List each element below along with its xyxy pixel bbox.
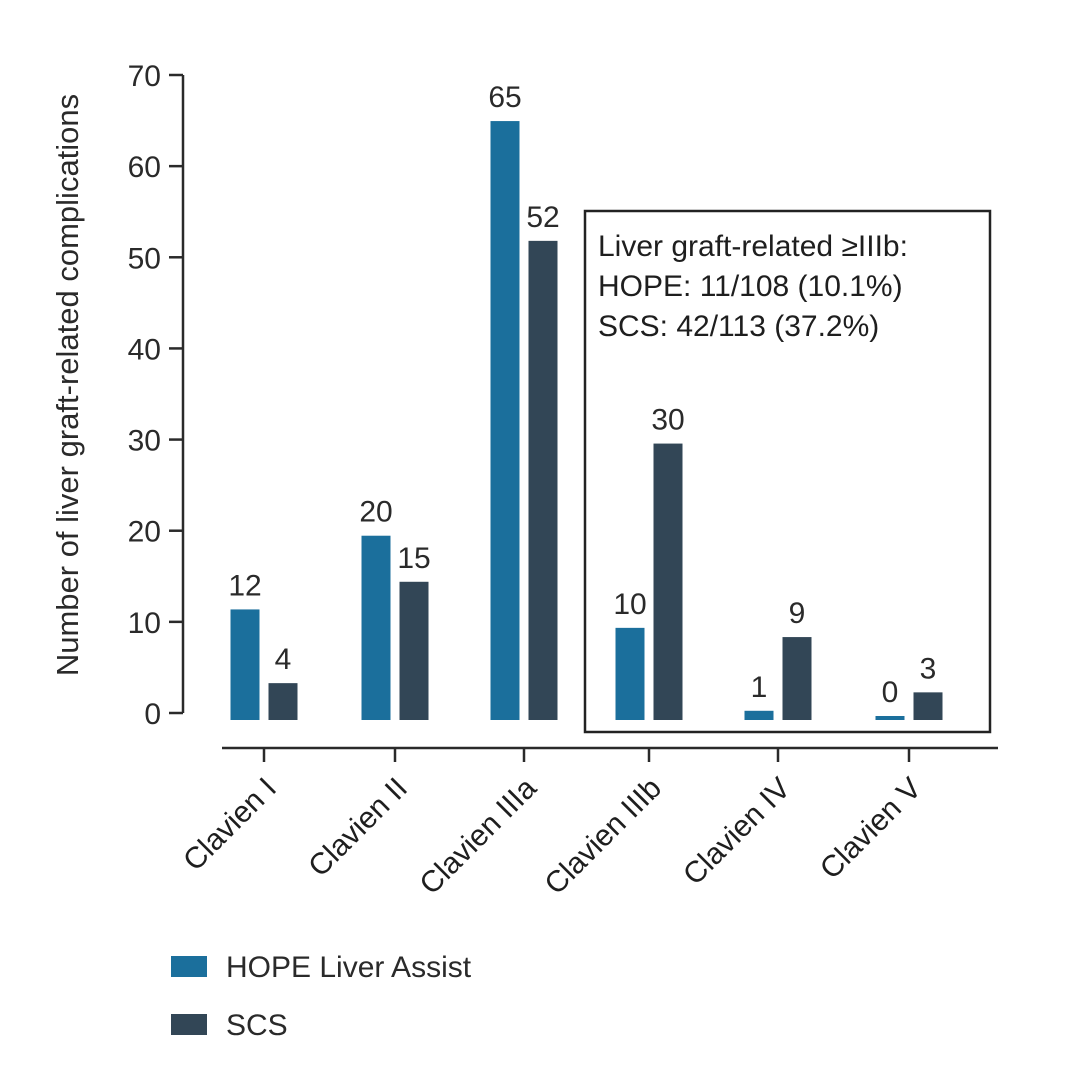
- bar-scs: [528, 240, 558, 720]
- bar-value-label: 65: [488, 81, 521, 114]
- annotation-line: SCS: 42/113 (37.2%): [598, 310, 879, 343]
- bar-hope: [361, 535, 391, 720]
- bar-scs: [268, 683, 298, 720]
- legend: HOPE Liver Assist SCS: [171, 951, 472, 1042]
- x-category-label: Clavien IV: [677, 772, 797, 892]
- x-category-label: Clavien V: [814, 772, 928, 886]
- y-tick-label: 40: [128, 333, 161, 366]
- legend-label: HOPE Liver Assist: [226, 951, 472, 984]
- y-axis-title: Number of liver graft-related complicati…: [50, 94, 85, 676]
- y-tick-label: 20: [128, 516, 161, 549]
- bar-scs: [653, 443, 683, 720]
- annotation-frame: [583, 209, 992, 734]
- bar-value-label: 15: [397, 542, 430, 575]
- bar-scs: [782, 637, 812, 720]
- y-tick-label: 60: [128, 151, 161, 184]
- x-category-label: Clavien IIIb: [538, 772, 667, 901]
- y-tick-label: 30: [128, 425, 161, 458]
- bar-hope: [490, 121, 520, 721]
- bar-value-label: 52: [526, 201, 559, 234]
- bar-value-label: 20: [359, 496, 392, 529]
- legend-label: SCS: [226, 1009, 288, 1042]
- legend-swatch-scs: [171, 1014, 207, 1035]
- y-tick-label: 0: [144, 698, 161, 731]
- bar-value-label: 10: [613, 588, 646, 621]
- bar-hope: [744, 710, 774, 720]
- y-tick-label: 70: [128, 60, 161, 93]
- bar-scs: [913, 692, 943, 720]
- bar-value-label: 30: [651, 404, 684, 437]
- x-category-label: Clavien I: [177, 772, 283, 878]
- bar-scs: [399, 581, 429, 720]
- bar-value-label: 4: [275, 643, 292, 676]
- bar-value-label: 1: [751, 671, 768, 704]
- y-tick-label: 50: [128, 242, 161, 275]
- bar-value-label: 9: [789, 597, 806, 630]
- bar-value-label: 12: [228, 569, 261, 602]
- annotation-line: Liver graft-related ≥IIIb:: [598, 230, 908, 263]
- annotation-line: HOPE: 11/108 (10.1%): [598, 270, 903, 303]
- bar-hope: [230, 609, 260, 720]
- bar-value-label: 3: [920, 652, 937, 685]
- x-category-label: Clavien II: [302, 772, 414, 884]
- bar-value-label: 0: [882, 676, 899, 709]
- x-category-label: Clavien IIIa: [413, 771, 543, 901]
- y-axis: 0 10 20 30 40 50 60 70 Number of liver graft-rel…: [50, 60, 185, 731]
- y-tick-label: 10: [128, 607, 161, 640]
- bar-hope: [875, 716, 905, 720]
- bar-hope: [615, 627, 645, 720]
- annotation-box: Liver graft-related ≥IIIb: HOPE: 11/108 (…: [583, 209, 992, 734]
- legend-swatch-hope: [171, 956, 207, 977]
